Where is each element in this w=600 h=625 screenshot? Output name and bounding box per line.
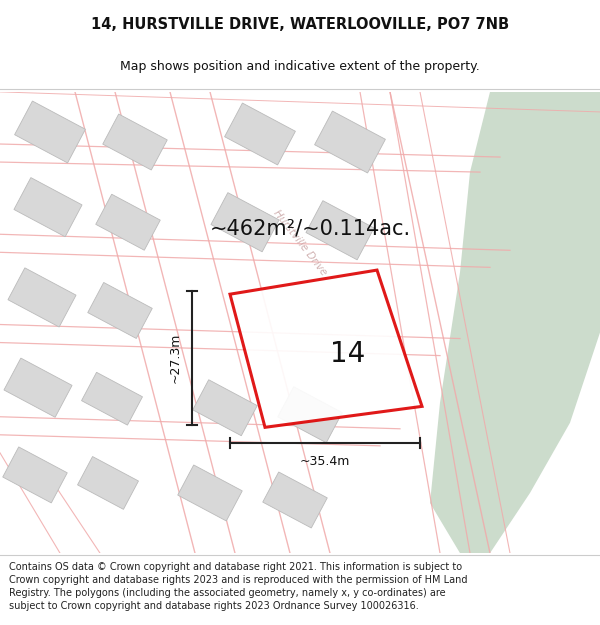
Polygon shape [306,201,374,260]
Polygon shape [230,270,422,428]
Text: ~27.3m: ~27.3m [169,333,182,383]
Text: Map shows position and indicative extent of the property.: Map shows position and indicative extent… [120,59,480,72]
Polygon shape [263,472,327,528]
Text: Hurstville Drive: Hurstville Drive [271,208,329,277]
Text: Contains OS data © Crown copyright and database right 2021. This information is : Contains OS data © Crown copyright and d… [9,562,467,611]
Polygon shape [82,372,142,425]
Polygon shape [211,192,279,252]
Polygon shape [96,194,160,250]
Polygon shape [14,177,82,237]
Polygon shape [8,268,76,327]
Text: 14: 14 [331,340,365,368]
Polygon shape [430,92,600,553]
Text: ~462m²/~0.114ac.: ~462m²/~0.114ac. [209,218,410,238]
Polygon shape [3,447,67,503]
Polygon shape [77,456,139,509]
Polygon shape [224,103,295,165]
Polygon shape [103,114,167,170]
Text: 14, HURSTVILLE DRIVE, WATERLOOVILLE, PO7 7NB: 14, HURSTVILLE DRIVE, WATERLOOVILLE, PO7… [91,17,509,32]
Polygon shape [278,387,342,442]
Polygon shape [193,380,257,436]
Text: ~35.4m: ~35.4m [300,455,350,468]
Polygon shape [4,358,72,418]
Polygon shape [14,101,85,163]
Polygon shape [314,111,385,173]
Polygon shape [178,465,242,521]
Polygon shape [88,282,152,339]
